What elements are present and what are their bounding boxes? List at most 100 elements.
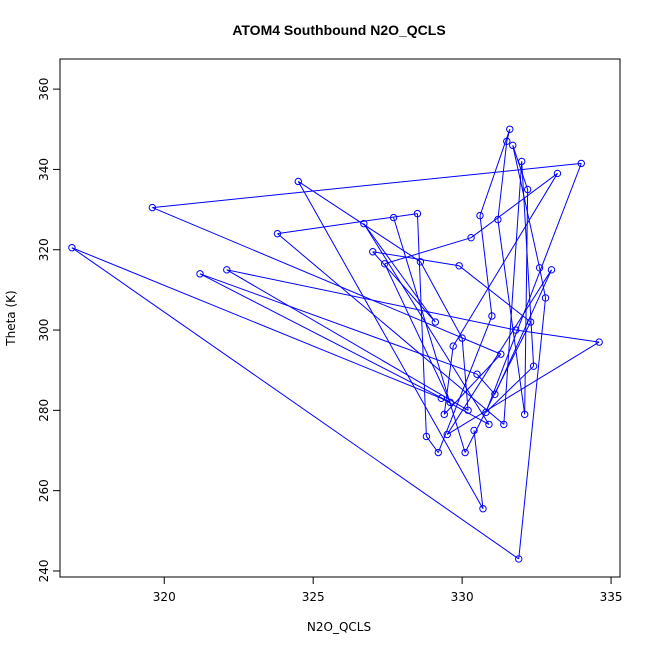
data-point	[434, 448, 442, 457]
data-point	[470, 426, 478, 435]
data-point	[431, 318, 440, 326]
data-point	[485, 420, 493, 429]
series-segment	[277, 233, 505, 425]
data-point	[547, 266, 556, 274]
series-segment	[199, 273, 478, 375]
series-segment	[71, 247, 442, 399]
series-segment	[512, 145, 529, 190]
data-point	[440, 410, 448, 419]
series-segment	[494, 269, 552, 395]
series-segment	[298, 181, 421, 263]
series-segment	[71, 247, 520, 560]
series-segment	[384, 237, 472, 265]
series-segment	[524, 189, 529, 415]
series-layer	[68, 125, 603, 563]
data-point	[464, 406, 472, 415]
data-point	[360, 219, 368, 228]
series-segment	[458, 265, 531, 323]
data-point	[437, 394, 445, 403]
series-segment	[446, 269, 552, 435]
data-point	[512, 326, 520, 334]
series-segment	[363, 223, 436, 323]
series-segment	[226, 269, 469, 411]
data-point	[523, 185, 532, 194]
series-segment	[372, 251, 436, 323]
data-point	[443, 430, 451, 439]
data-point	[529, 362, 538, 370]
plot-area	[59, 58, 621, 578]
data-point	[223, 266, 231, 274]
data-point	[449, 342, 457, 350]
series-segment	[518, 297, 547, 559]
data-point	[479, 505, 487, 513]
data-point	[389, 213, 398, 222]
data-point	[503, 137, 511, 146]
y-axis: 240 260 280 300 320 340 360	[37, 78, 61, 583]
series-segment	[512, 145, 541, 268]
data-point	[506, 125, 514, 133]
series-segment	[485, 163, 582, 413]
series-segment	[297, 181, 484, 509]
series-segment	[497, 141, 508, 220]
series-segment	[363, 223, 490, 425]
data-point	[488, 312, 496, 320]
y-tick-label: 280	[37, 399, 51, 422]
data-point	[413, 209, 422, 218]
data-point	[476, 211, 484, 220]
y-axis-label: Theta (K)	[4, 290, 18, 346]
x-tick-label: 335	[600, 590, 623, 604]
data-point	[535, 264, 544, 272]
x-axis-label: N2O_QCLS	[307, 620, 371, 634]
data-point	[518, 157, 526, 166]
y-tick-label: 320	[37, 238, 51, 261]
data-point	[294, 177, 302, 186]
data-point	[68, 244, 76, 252]
data-point	[467, 233, 475, 242]
data-point	[553, 169, 562, 178]
y-tick-label: 240	[37, 560, 51, 583]
series-segment	[226, 269, 516, 331]
data-point	[500, 420, 508, 429]
data-point	[482, 408, 490, 417]
data-point	[473, 370, 481, 378]
series-segment	[437, 315, 493, 453]
series-segment	[470, 173, 558, 239]
data-point	[515, 555, 523, 563]
x-tick-label: 330	[451, 590, 474, 604]
data-point	[148, 203, 157, 212]
data-point	[461, 448, 469, 457]
data-point	[497, 350, 505, 358]
series-segment	[452, 173, 558, 347]
series-segment	[473, 430, 484, 509]
y-tick-label: 340	[37, 158, 51, 181]
y-tick-label: 360	[37, 78, 51, 101]
data-point	[273, 229, 282, 238]
data-point	[196, 270, 204, 278]
x-axis: 320 325 330 335	[153, 576, 623, 604]
data-point	[491, 390, 499, 398]
x-tick-label: 320	[153, 590, 176, 604]
series-segment	[416, 213, 427, 437]
series-segment	[515, 329, 600, 343]
series-segment	[199, 273, 451, 403]
series-segment	[503, 161, 523, 425]
data-point	[541, 294, 550, 302]
series-segment	[446, 341, 600, 435]
data-point	[509, 141, 517, 150]
series-segment	[539, 267, 547, 299]
y-tick-label: 260	[37, 479, 51, 502]
series-segment	[419, 261, 463, 339]
x-tick-label: 325	[302, 590, 325, 604]
series-segment	[384, 263, 451, 403]
data-point	[595, 338, 603, 346]
data-point	[494, 215, 502, 224]
data-point	[520, 410, 529, 419]
series-segment	[476, 373, 496, 395]
data-point	[455, 262, 463, 270]
series-segment	[461, 338, 469, 411]
data-point	[380, 260, 389, 268]
series	[68, 125, 603, 563]
series-segment	[152, 162, 582, 209]
series-segment	[485, 365, 534, 413]
